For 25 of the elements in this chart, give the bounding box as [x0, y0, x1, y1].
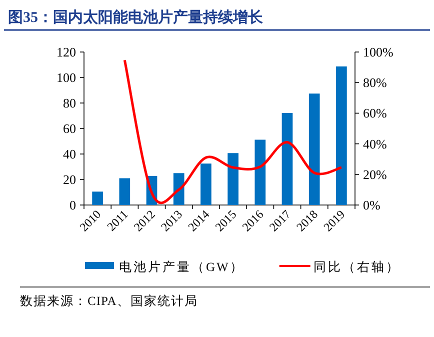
y-tick-label: 0	[70, 198, 76, 212]
y-tick-label: 60	[63, 121, 76, 136]
legend-label: 电池片产量（GW）	[119, 260, 244, 274]
y-tick-label: 80	[63, 96, 76, 110]
bar	[228, 153, 238, 205]
bar	[336, 66, 347, 205]
y2-tick-label: 40%	[363, 136, 387, 152]
bar	[200, 164, 212, 205]
bar	[254, 140, 266, 205]
y2-tick-label: 80%	[363, 75, 387, 90]
bar	[282, 112, 293, 205]
y-tick-label: 100	[56, 70, 76, 85]
y2-tick-label: 100%	[363, 44, 394, 60]
y2-tick-label: 20%	[363, 166, 387, 182]
y-tick-label: 20	[63, 172, 76, 187]
source-note: 数据来源：CIPA、国家统计局	[20, 293, 198, 308]
y-tick-label: 40	[63, 146, 76, 162]
bar	[119, 178, 130, 205]
y2-tick-label: 60%	[363, 106, 387, 121]
chart-title: 图35：国内太阳能电池片产量持续增长	[8, 9, 264, 26]
legend-label: 同比（右轴）	[313, 260, 400, 274]
y-tick-label: 120	[56, 44, 76, 60]
y2-tick-label: 0%	[363, 198, 380, 212]
bar	[92, 192, 103, 205]
bar	[308, 94, 320, 205]
